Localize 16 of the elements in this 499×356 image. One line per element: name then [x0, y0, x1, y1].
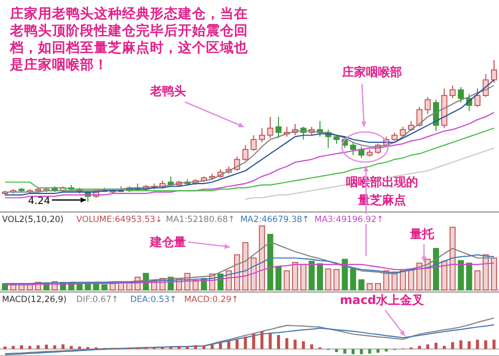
text: MACD:0.29↑ — [184, 295, 239, 305]
annotation: 庄家咽喉部 — [341, 65, 402, 79]
annotation: 4.24 — [28, 196, 50, 207]
annotation: 量托 — [409, 227, 435, 241]
annotation: 建仓量 — [149, 235, 186, 249]
text: macd水上金叉 — [340, 293, 424, 307]
chart-title: 庄家用老鸭头这种经典形态建仓，当在老鸭头顶阶段性建仓完毕后开始震仓回档，如回档至量芝麻点时，这个区域也是庄家咽喉部！ — [9, 5, 249, 73]
text: MA3:49196.92↑ — [314, 215, 384, 225]
text: MA2:46679.38↑ — [240, 215, 310, 225]
text: MA1:52180.68↑ — [166, 215, 236, 225]
text: DEA:0.53↑ — [130, 295, 177, 305]
text: DIF:0.67↑ — [76, 295, 119, 305]
chart-title: MACD(12,26,9) — [2, 295, 67, 305]
annotation: 老鸭头 — [149, 84, 186, 98]
chart-title: VOL2(5,10,20) — [2, 215, 64, 225]
text: VOLUME:64953.53↓ — [76, 215, 162, 225]
